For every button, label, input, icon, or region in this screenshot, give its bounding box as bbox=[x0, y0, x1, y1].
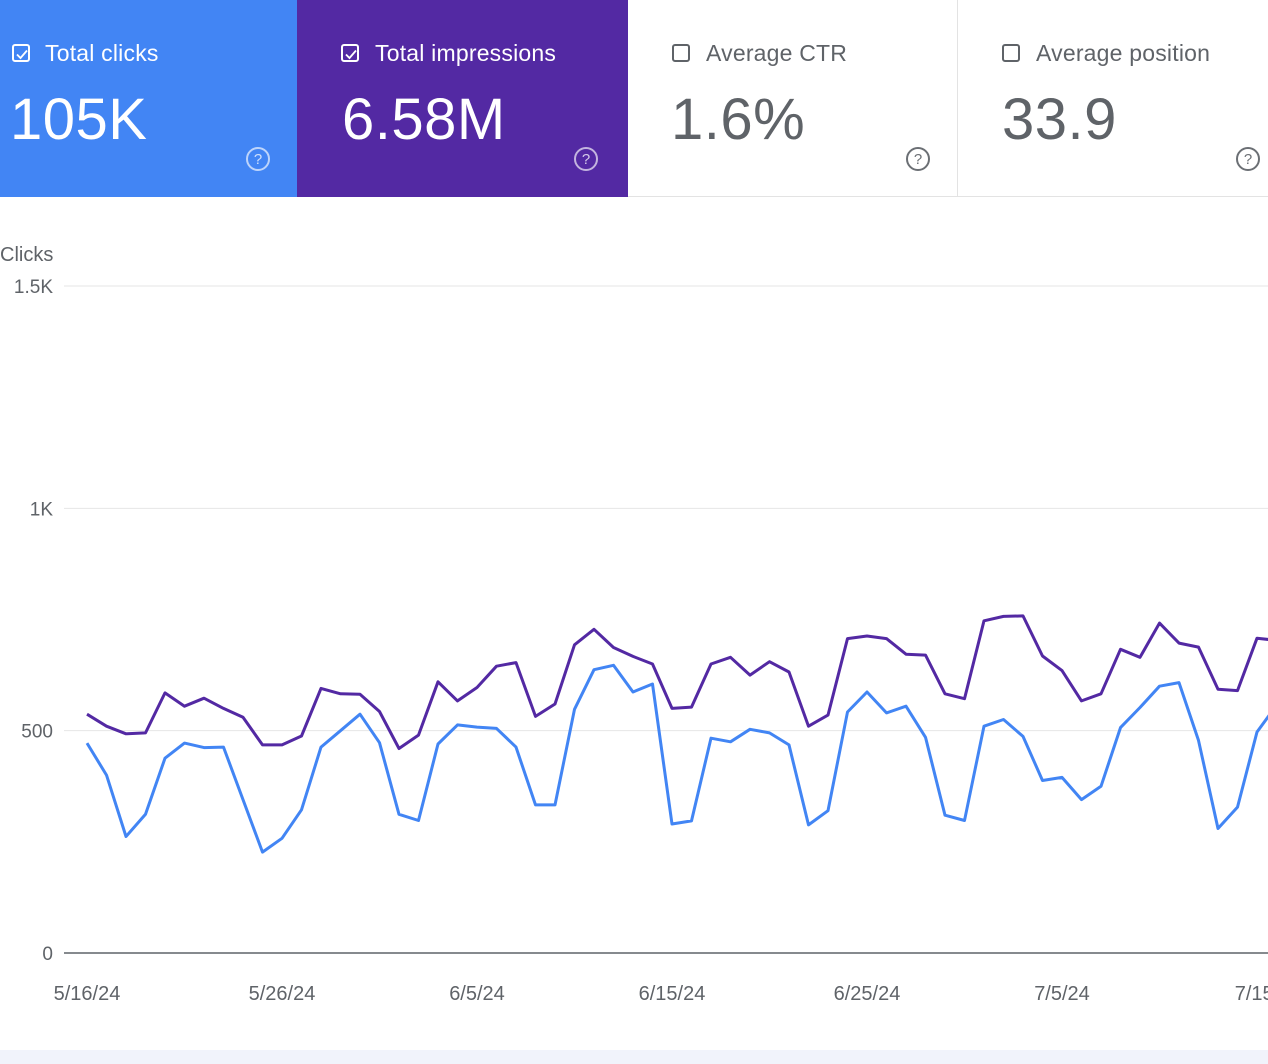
y-tick-label: 0 bbox=[42, 944, 53, 965]
x-tick-label: 7/5/24 bbox=[1034, 983, 1090, 1005]
svg-text:?: ? bbox=[254, 151, 262, 168]
series-line-clicks bbox=[85, 663, 1268, 854]
bottom-strip bbox=[0, 1050, 1268, 1064]
checkbox-icon[interactable] bbox=[12, 44, 30, 62]
svg-text:?: ? bbox=[582, 151, 590, 168]
metric-cards: Total clicks 105K ? Total impressions 6.… bbox=[0, 0, 1268, 197]
x-tick-label: 7/15/ bbox=[1235, 983, 1268, 1005]
svg-text:?: ? bbox=[1244, 151, 1252, 168]
help-circle-icon[interactable]: ? bbox=[573, 146, 599, 172]
metric-card-average-ctr[interactable]: Average CTR 1.6% ? bbox=[628, 0, 958, 197]
help-circle-icon[interactable]: ? bbox=[245, 146, 271, 172]
y-axis-title: Clicks bbox=[0, 244, 53, 266]
y-tick-label: 500 bbox=[21, 722, 53, 743]
y-tick-label: 1.5K bbox=[14, 277, 53, 298]
help-circle-icon[interactable]: ? bbox=[905, 146, 931, 172]
x-tick-label: 6/15/24 bbox=[639, 983, 706, 1005]
x-tick-label: 5/16/24 bbox=[54, 983, 121, 1005]
metric-value: 6.58M bbox=[342, 87, 506, 152]
y-tick-label: 1K bbox=[30, 499, 54, 520]
metric-label: Total clicks bbox=[45, 40, 159, 66]
svg-text:?: ? bbox=[914, 151, 922, 168]
help-circle-icon[interactable]: ? bbox=[1235, 146, 1261, 172]
series-line-impressions bbox=[86, 614, 1268, 750]
performance-chart: Clicks 0 500 1K 1.5K 5/16/24 5/26/24 6/5/24 6/… bbox=[0, 197, 1268, 1050]
x-tick-label: 6/5/24 bbox=[449, 983, 505, 1005]
metric-label: Average position bbox=[1036, 40, 1211, 66]
metric-value: 105K bbox=[10, 87, 148, 152]
checkbox-icon[interactable] bbox=[341, 44, 359, 62]
metric-label: Total impressions bbox=[375, 40, 557, 66]
metric-value: 33.9 bbox=[1002, 87, 1117, 152]
metric-card-total-clicks[interactable]: Total clicks 105K ? bbox=[0, 0, 297, 197]
metric-card-average-position[interactable]: Average position 33.9 ? bbox=[958, 0, 1268, 197]
checkbox-icon[interactable] bbox=[1002, 44, 1020, 62]
checkbox-icon[interactable] bbox=[672, 44, 690, 62]
x-tick-label: 5/26/24 bbox=[249, 983, 316, 1005]
metric-label: Average CTR bbox=[706, 40, 848, 66]
line-chart: Clicks 0 500 1K 1.5K 5/16/24 5/26/24 6/5/24 6/… bbox=[0, 244, 1268, 1005]
metric-card-total-impressions[interactable]: Total impressions 6.58M ? bbox=[297, 0, 628, 197]
x-tick-label: 6/25/24 bbox=[834, 983, 901, 1005]
metric-value: 1.6% bbox=[671, 87, 806, 152]
